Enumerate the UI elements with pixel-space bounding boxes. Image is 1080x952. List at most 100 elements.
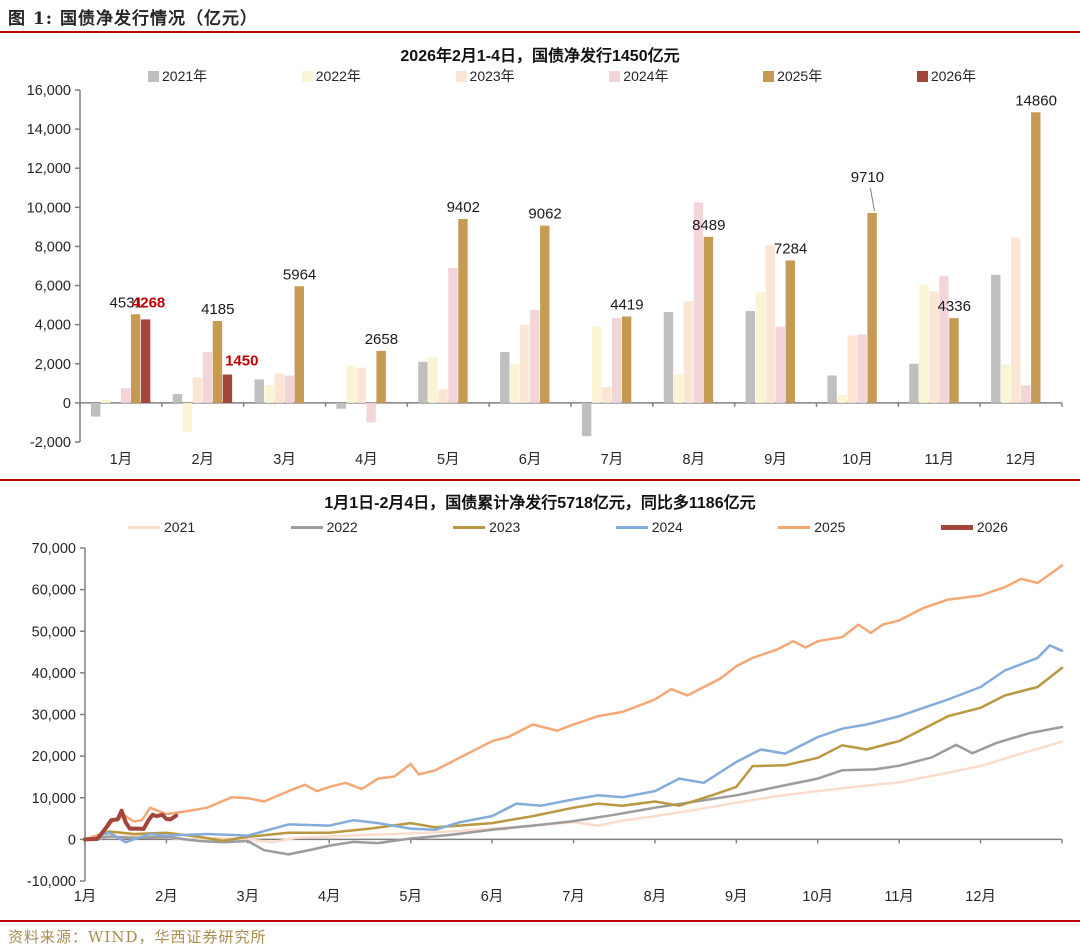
bar-y-tick-label: 0: [63, 396, 71, 412]
legend-line-swatch: [290, 525, 323, 529]
legend-label: 2025年: [777, 68, 823, 84]
bar: [847, 335, 857, 403]
bar-x-label: 4月: [355, 452, 378, 468]
line-chart-title: 1月1日-2月4日，国债累计净发行5718亿元，同比多1186亿元: [324, 495, 756, 512]
bar: [857, 334, 867, 403]
bar: [785, 260, 795, 403]
legend-label: 2024年: [623, 68, 669, 84]
line-x-label: 10月: [802, 889, 833, 905]
bar: [346, 365, 356, 403]
legend-label: 2022年: [315, 68, 361, 84]
bar: [510, 363, 520, 403]
legend-swatch: [916, 70, 928, 82]
bar-chart-legend: 2021年 2022年 2023年 2024年 2025年 2026年: [148, 66, 976, 86]
line-series-2022: [83, 725, 1064, 856]
bar: [1011, 237, 1021, 403]
line-x-label: 1月: [74, 889, 97, 905]
bar: [867, 213, 877, 403]
bar: [755, 292, 765, 403]
legend-label: 2021年: [162, 68, 208, 84]
line-series-2026: [83, 808, 179, 842]
bar: [448, 267, 458, 403]
bar-value-label: 14860: [1015, 92, 1057, 109]
bar: [621, 316, 632, 403]
bar-x-label: 9月: [764, 452, 787, 468]
bar: [192, 377, 203, 403]
bar-data-labels: 4531 4185 5964 2658 9402 9062 4419 8489 7284 9710…: [110, 92, 1057, 369]
title-divider: [0, 31, 1080, 33]
line-y-tick-label: 50,000: [32, 624, 76, 640]
line-y-tick-label: 20,000: [32, 749, 76, 765]
bar: [693, 202, 704, 403]
legend-line-swatch: [940, 524, 973, 530]
line-chart-legend: 2021 2022 2023 2024 2025 2026: [128, 519, 1008, 535]
legend-label: 2022: [326, 519, 358, 535]
line-x-label: 6月: [481, 889, 504, 905]
bar-x-label: 8月: [682, 452, 705, 468]
bar-value-label: 4419: [610, 296, 643, 313]
bar-series-2021: [90, 274, 1001, 437]
bar: [294, 286, 304, 403]
legend-item-2023: 2023: [453, 519, 520, 535]
bar-chart: 16,000 14,000 12,000 10,000 8,000 6,000 4,000 2…: [27, 83, 1063, 468]
bar: [212, 321, 223, 403]
legend-label: 2023年: [469, 68, 515, 84]
legend-label: 2026年: [930, 68, 976, 84]
line-y-tick-label: 60,000: [32, 583, 76, 599]
bar-value-label: 8489: [692, 217, 725, 234]
bar-value-label: 4531: [110, 294, 143, 311]
legend-label: 2021: [164, 519, 196, 535]
legend-item-2022: 2022年: [301, 66, 361, 86]
line-y-tick-label: 10,000: [32, 791, 76, 807]
bar: [336, 402, 346, 409]
bar-y-tick-label: 10,000: [27, 200, 71, 216]
legend-swatch: [609, 70, 621, 82]
bar: [254, 379, 264, 403]
legend-line-swatch: [453, 525, 486, 529]
bar: [530, 310, 540, 403]
bar-x-label: 6月: [519, 452, 542, 468]
legend-label: 2025: [814, 519, 846, 535]
legend-item-2025: 2025年: [763, 66, 822, 86]
legend-item-2023: 2023年: [455, 66, 515, 86]
legend-item-2021: 2021年: [148, 66, 207, 86]
bar-value-label: 5964: [283, 266, 316, 283]
line-x-label: 11月: [884, 889, 914, 905]
bar: [1021, 385, 1031, 403]
bar-y-tick-label: -2,000: [30, 435, 71, 451]
line-x-label: 2月: [155, 889, 178, 905]
bar-x-label: 1月: [110, 452, 133, 468]
bar: [745, 310, 755, 403]
bar: [540, 225, 550, 403]
legend-line-swatch: [615, 525, 648, 529]
legend-line-swatch: [778, 525, 811, 529]
bar: [120, 388, 131, 403]
legend-item-2024: 2024: [615, 519, 683, 535]
line-x-label: 7月: [562, 889, 585, 905]
bar: [663, 311, 674, 403]
line-x-label: 3月: [237, 889, 260, 905]
bar-series-2025: [130, 112, 1041, 403]
source-divider: [0, 920, 1080, 922]
line-x-label: 9月: [725, 889, 748, 905]
bar: [418, 361, 428, 403]
bar-x-label: 10月: [842, 452, 873, 468]
bar: [1001, 364, 1011, 403]
bar: [130, 314, 141, 403]
line-axes: 70,000 60,000 50,000 40,000 30,000 20,000 10,0…: [27, 541, 1063, 905]
figure-title: 图 1: 国债净发行情况（亿元）: [8, 9, 258, 29]
bar-y-tick-label: 4,000: [35, 318, 71, 334]
line-x-label: 4月: [318, 889, 341, 905]
bar-series-2026: [140, 319, 233, 403]
bar-series-2022: [100, 284, 1011, 433]
bar-x-label: 12月: [1006, 452, 1037, 468]
bar-series-2023: [192, 237, 1021, 403]
bar: [376, 350, 386, 403]
legend-swatch: [455, 70, 467, 82]
bar: [919, 284, 929, 403]
line-y-tick-label: -10,000: [27, 874, 76, 890]
bar: [356, 367, 366, 403]
bar: [222, 374, 233, 403]
bar-series-2024: [120, 202, 1031, 423]
